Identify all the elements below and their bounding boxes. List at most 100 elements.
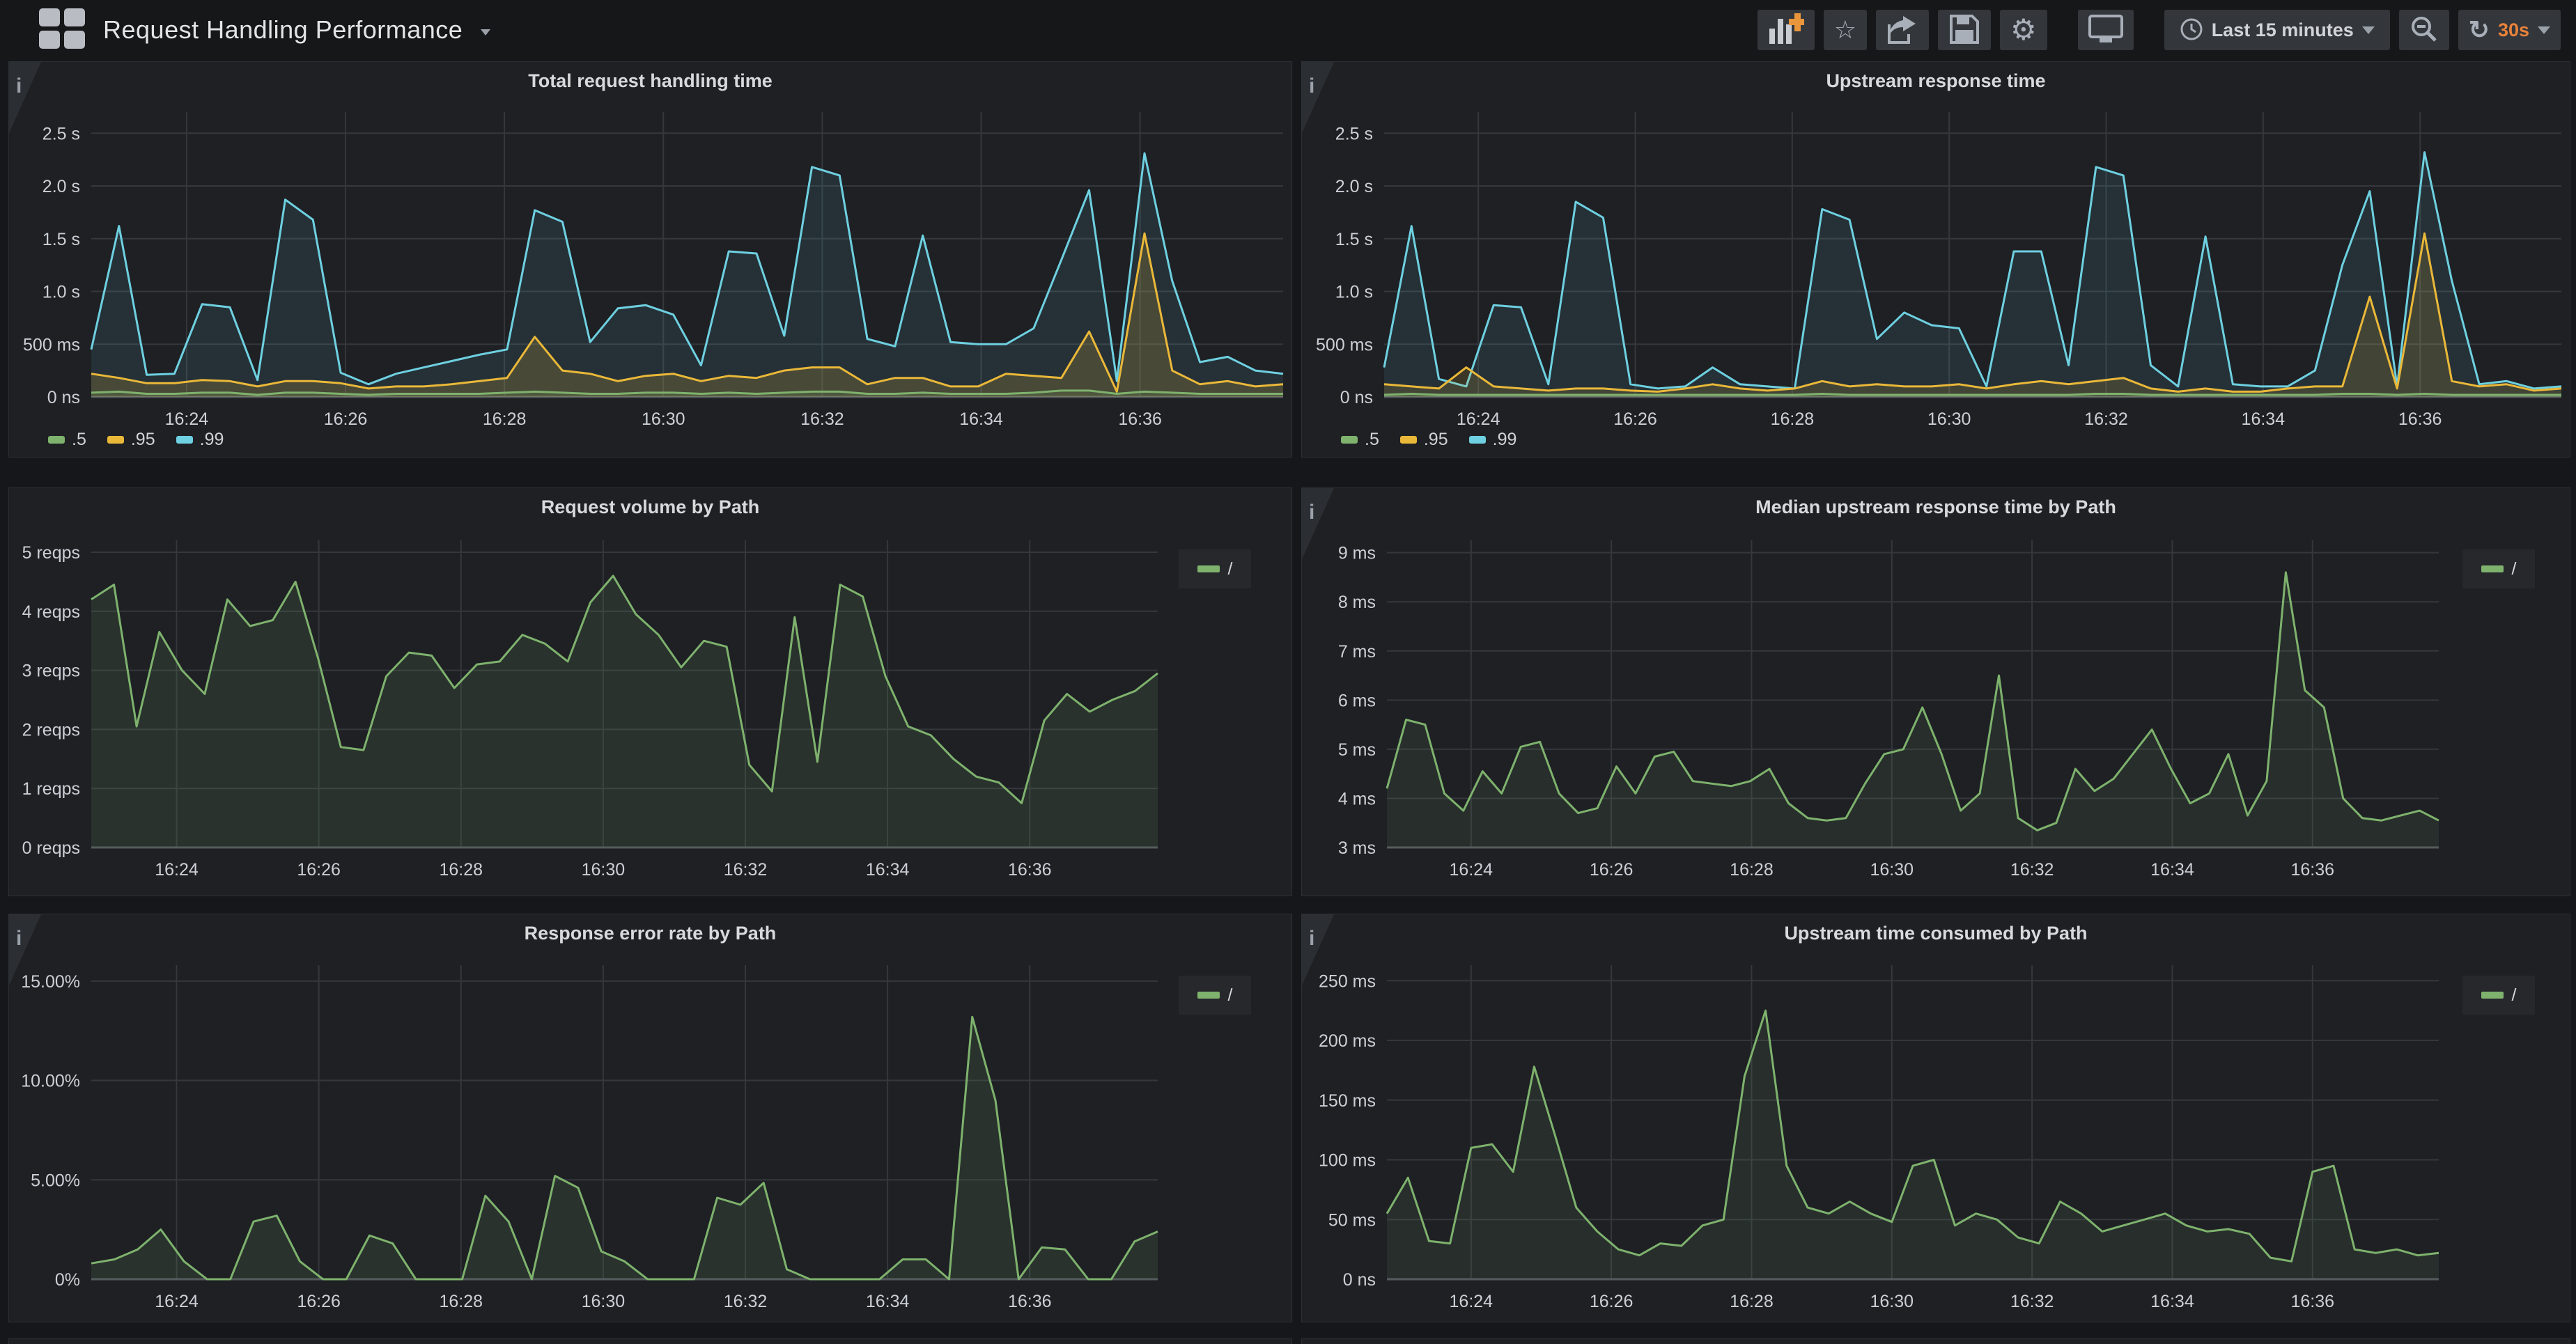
time-range-picker[interactable]: Last 15 minutes — [2164, 10, 2390, 50]
panel-info-icon[interactable]: i — [9, 914, 54, 991]
panel-info-icon[interactable]: i — [1302, 62, 1347, 139]
svg-text:1.5 s: 1.5 s — [42, 230, 80, 249]
refresh-interval-label[interactable]: 30s — [2497, 19, 2529, 40]
time-range-caret-icon — [2361, 26, 2375, 34]
svg-text:16:36: 16:36 — [2290, 860, 2334, 880]
legend-marker — [48, 435, 65, 444]
svg-text:16:36: 16:36 — [2398, 409, 2442, 429]
svg-text:3 ms: 3 ms — [1338, 838, 1376, 858]
svg-text:16:32: 16:32 — [2010, 860, 2054, 880]
timeseries-chart[interactable]: 16:24 16:26 16:28 16:30 16:32 16:34 16:36 0% 5.0… — [9, 914, 1291, 1322]
svg-text:16:34: 16:34 — [959, 409, 1003, 429]
svg-text:16:30: 16:30 — [1927, 409, 1971, 429]
partial-panel — [8, 1338, 1292, 1344]
svg-text:16:26: 16:26 — [1590, 1292, 1634, 1311]
svg-text:2.5 s: 2.5 s — [1335, 124, 1373, 143]
legend-item[interactable]: / — [1227, 985, 1233, 1005]
legend-item[interactable]: .99 — [1468, 430, 1516, 450]
svg-text:16:34: 16:34 — [2242, 409, 2286, 429]
star-icon: ☆ — [1833, 15, 1857, 44]
legend-marker — [107, 435, 124, 444]
svg-text:16:30: 16:30 — [642, 409, 685, 429]
svg-text:5 ms: 5 ms — [1338, 740, 1376, 760]
chart-legend[interactable]: / — [1179, 549, 1251, 588]
chart-legend[interactable]: / — [1179, 976, 1251, 1015]
svg-text:4 ms: 4 ms — [1338, 789, 1376, 808]
legend-item[interactable]: .5 — [48, 430, 86, 450]
add-panel-button[interactable] — [1757, 10, 1815, 50]
svg-text:200 ms: 200 ms — [1319, 1031, 1376, 1051]
legend-item[interactable]: / — [2511, 558, 2517, 579]
timeseries-chart[interactable]: 16:24 16:26 16:28 16:30 16:32 16:34 16:36 0 req… — [9, 488, 1291, 896]
svg-text:16:24: 16:24 — [155, 1292, 199, 1311]
svg-text:16:26: 16:26 — [1613, 409, 1657, 429]
svg-text:16:32: 16:32 — [800, 409, 844, 429]
svg-text:i: i — [1309, 927, 1314, 950]
toolbar: ☆ ⚙ — [1757, 10, 2561, 50]
panel-info-icon[interactable]: i — [1302, 488, 1347, 565]
timeseries-chart[interactable]: 16:24 16:26 16:28 16:30 16:32 16:34 16:36 0 ns 5… — [1302, 914, 2570, 1322]
svg-text:500 ms: 500 ms — [1316, 335, 1373, 354]
dashboard-title-caret-icon[interactable] — [481, 29, 491, 36]
svg-text:16:36: 16:36 — [1118, 409, 1162, 429]
svg-text:5.00%: 5.00% — [31, 1171, 80, 1190]
svg-text:16:26: 16:26 — [297, 1292, 341, 1311]
svg-text:16:24: 16:24 — [155, 860, 199, 880]
chart-legend[interactable]: / — [2462, 976, 2535, 1015]
legend-marker — [1341, 435, 1358, 444]
timeseries-chart[interactable]: 16:24 16:26 16:28 16:30 16:32 16:34 16:36 3 ms 4… — [1302, 488, 2570, 896]
legend-item[interactable]: .5 — [1341, 430, 1379, 450]
zoom-out-button[interactable] — [2398, 10, 2449, 50]
dashboard-title[interactable]: Request Handling Performance — [103, 15, 463, 44]
legend-marker — [2481, 992, 2504, 999]
svg-text:16:30: 16:30 — [1870, 860, 1914, 880]
svg-text:16:30: 16:30 — [582, 860, 626, 880]
panel-median-upstream-response-time-by-path: i Median upstream response time by Path … — [1301, 487, 2570, 896]
panel-title[interactable]: Upstream response time — [1826, 70, 2046, 91]
svg-text:7 ms: 7 ms — [1338, 642, 1376, 662]
settings-button[interactable]: ⚙ — [2000, 10, 2047, 50]
panel-title[interactable]: Response error rate by Path — [524, 923, 777, 944]
chart-legend[interactable]: .5 .95 .99 — [1341, 428, 1516, 451]
time-range-label: Last 15 minutes — [2211, 19, 2354, 40]
panel-title[interactable]: Request volume by Path — [541, 497, 760, 517]
refresh-button[interactable]: ↻ 30s — [2458, 10, 2561, 50]
svg-text:16:28: 16:28 — [439, 1292, 483, 1311]
svg-text:16:36: 16:36 — [1008, 1292, 1052, 1311]
share-button[interactable] — [1876, 10, 1930, 50]
panel-title[interactable]: Median upstream response time by Path — [1755, 497, 2116, 517]
svg-text:16:32: 16:32 — [2084, 409, 2128, 429]
panel-response-error-rate-by-path: i Response error rate by Path 16:24 16:26… — [8, 914, 1292, 1322]
dashboard-grid-icon[interactable] — [39, 8, 85, 52]
save-button[interactable] — [1938, 10, 1992, 50]
panel-info-icon[interactable]: i — [1302, 914, 1347, 991]
refresh-caret-icon[interactable] — [2538, 26, 2550, 34]
svg-text:i: i — [1309, 75, 1314, 97]
timeseries-chart[interactable]: 16:24 16:26 16:28 16:30 16:32 16:34 16:36 0 ns 5… — [9, 62, 1291, 457]
svg-text:5 reqps: 5 reqps — [22, 543, 80, 563]
panel-info-icon[interactable]: i — [9, 62, 54, 139]
legend-item[interactable]: .95 — [107, 430, 155, 450]
svg-text:16:34: 16:34 — [866, 860, 910, 880]
svg-text:0 ns: 0 ns — [1343, 1270, 1376, 1290]
panel-title[interactable]: Upstream time consumed by Path — [1784, 923, 2088, 944]
legend-item[interactable]: / — [2511, 985, 2517, 1005]
svg-text:2.0 s: 2.0 s — [42, 177, 80, 196]
svg-text:16:30: 16:30 — [1870, 1292, 1914, 1311]
chart-legend[interactable]: .5 .95 .99 — [48, 428, 224, 451]
svg-text:150 ms: 150 ms — [1319, 1091, 1376, 1111]
legend-marker — [1468, 435, 1486, 444]
timeseries-chart[interactable]: 16:24 16:26 16:28 16:30 16:32 16:34 16:36 0 ns 5… — [1302, 62, 2570, 457]
legend-item[interactable]: .95 — [1399, 430, 1448, 450]
svg-text:16:34: 16:34 — [2150, 860, 2194, 880]
chart-legend[interactable]: / — [2462, 549, 2535, 588]
legend-item[interactable]: .99 — [176, 430, 224, 450]
svg-text:8 ms: 8 ms — [1338, 593, 1376, 612]
legend-item[interactable]: / — [1227, 558, 1233, 579]
cycle-view-button[interactable] — [2077, 10, 2134, 50]
star-button[interactable]: ☆ — [1823, 10, 1868, 50]
panel-title[interactable]: Total request handling time — [528, 70, 773, 91]
svg-text:16:24: 16:24 — [1450, 1292, 1493, 1311]
svg-text:2.5 s: 2.5 s — [42, 124, 80, 143]
svg-text:2 reqps: 2 reqps — [22, 720, 80, 740]
